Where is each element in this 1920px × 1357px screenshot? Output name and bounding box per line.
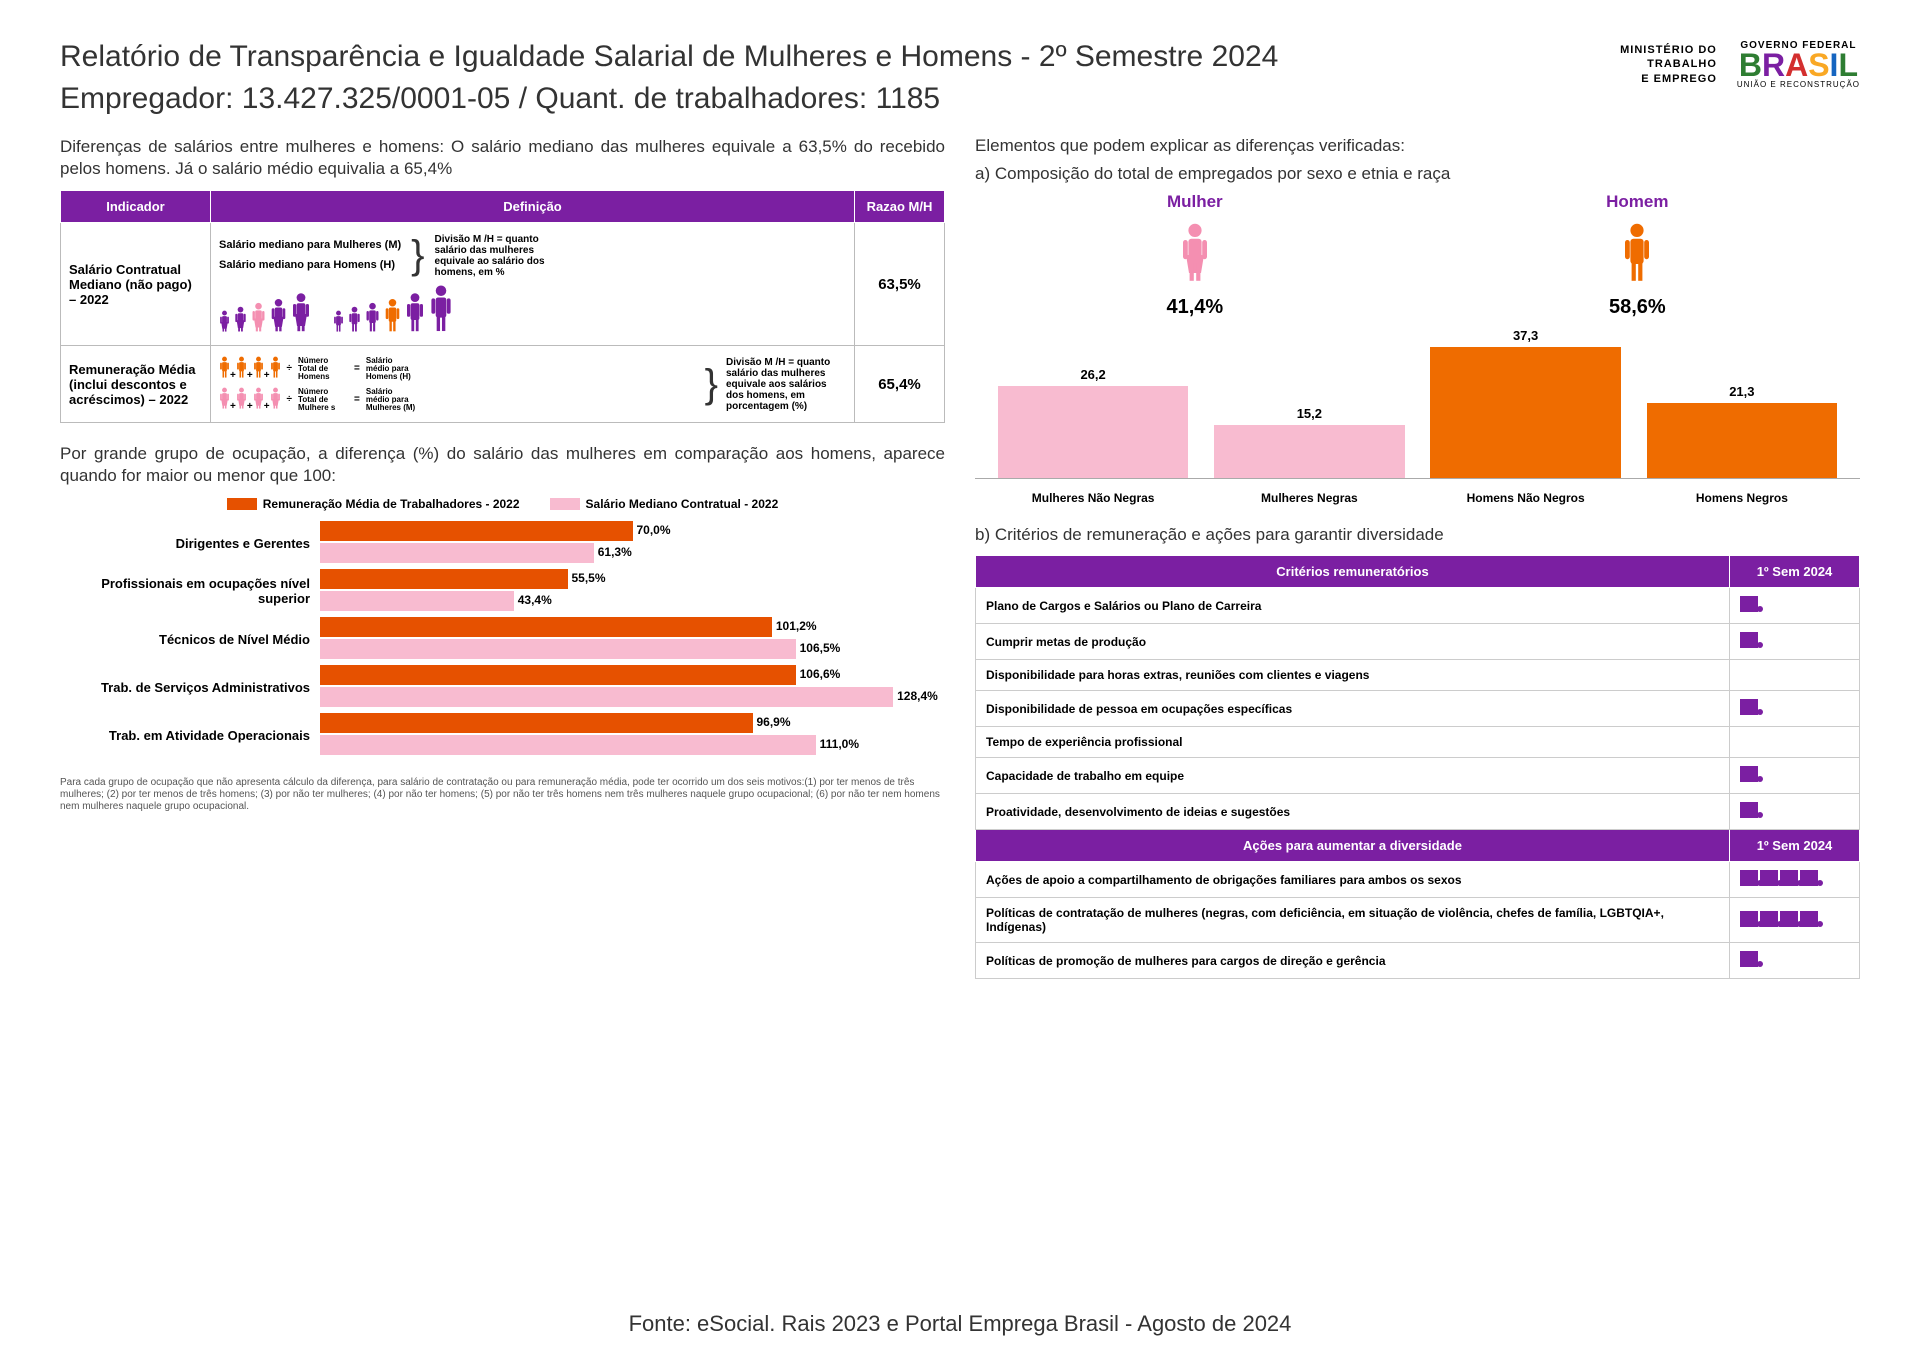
action-row: Políticas de promoção de mulheres para c… (976, 943, 1730, 979)
building-icon (1740, 699, 1758, 715)
building-icon (1740, 766, 1758, 782)
action-row: Ações de apoio a compartilhamento de obr… (976, 862, 1730, 898)
woman-icon (1166, 222, 1223, 290)
occupation-row: Trab. de Serviços Administrativos 106,6%… (60, 665, 945, 709)
people-median-icons (219, 284, 846, 335)
ratio-mean: 65,4% (855, 346, 945, 423)
th-sem: 1º Sem 2024 (1730, 556, 1860, 588)
criteria-row: Cumprir metas de produção (976, 624, 1730, 660)
composition-bar-labels: Mulheres Não NegrasMulheres NegrasHomens… (975, 485, 1860, 505)
th-actions-sem: 1º Sem 2024 (1730, 830, 1860, 862)
report-header: Relatório de Transparência e Igualdade S… (60, 40, 1860, 116)
building-icon (1740, 632, 1758, 648)
salary-diff-intro: Diferenças de salários entre mulheres e … (60, 136, 945, 180)
report-title: Relatório de Transparência e Igualdade S… (60, 40, 1278, 74)
occupation-intro: Por grande grupo de ocupação, a diferenç… (60, 443, 945, 487)
building-icon (1800, 870, 1818, 886)
occupation-row: Trab. em Atividade Operacionais 96,9% 11… (60, 713, 945, 757)
report-subtitle: Empregador: 13.427.325/0001-05 / Quant. … (60, 82, 1278, 116)
criteria-row: Tempo de experiência profissional (976, 727, 1730, 758)
occupation-footnote: Para cada grupo de ocupação que não apre… (60, 777, 945, 813)
building-icon (1740, 911, 1758, 927)
criteria-row: Disponibilidade para horas extras, reuni… (976, 660, 1730, 691)
building-icon (1740, 870, 1758, 886)
building-icon (1780, 870, 1798, 886)
building-icon (1780, 911, 1798, 927)
explain-intro: Elementos que podem explicar as diferenç… (975, 136, 1860, 156)
criteria-table: Critérios remuneratórios 1º Sem 2024 Pla… (975, 555, 1860, 979)
th-criteria: Critérios remuneratórios (976, 556, 1730, 588)
th-definition: Definição (211, 191, 855, 223)
building-icon (1800, 911, 1818, 927)
building-icon (1740, 951, 1758, 967)
definition-median: Salário mediano para Mulheres (M) Salári… (211, 223, 855, 346)
criteria-row: Plano de Cargos e Salários ou Plano de C… (976, 588, 1730, 624)
section-b-title: b) Critérios de remuneração e ações para… (975, 525, 1860, 545)
indicator-median: Salário Contratual Mediano (não pago) – … (61, 223, 211, 346)
building-icon (1740, 802, 1758, 818)
occupation-bar-chart: Dirigentes e Gerentes 70,0% 61,3% Profis… (60, 521, 945, 757)
right-column: Elementos que podem explicar as diferenç… (975, 136, 1860, 979)
composition-bar-chart: 26,2 15,2 37,3 21,3 (975, 329, 1860, 479)
source-footer: Fonte: eSocial. Rais 2023 e Portal Empre… (0, 1311, 1920, 1337)
occupation-row: Profissionais em ocupações nível superio… (60, 569, 945, 613)
building-icon (1760, 911, 1778, 927)
th-ratio: Razao M/H (855, 191, 945, 223)
criteria-row: Proatividade, desenvolvimento de ideias … (976, 794, 1730, 830)
criteria-row: Disponibilidade de pessoa em ocupações e… (976, 691, 1730, 727)
building-icon (1740, 596, 1758, 612)
composition-bar: 37,3 (1430, 328, 1620, 478)
composition-bar: 26,2 (998, 367, 1188, 478)
composition-header: Mulher 41,4% Homem 58,6% (975, 192, 1860, 319)
section-a-title: a) Composição do total de empregados por… (975, 164, 1860, 184)
man-icon (1606, 222, 1668, 290)
indicator-mean: Remuneração Média (inclui descontos e ac… (61, 346, 211, 423)
composition-bar: 21,3 (1647, 384, 1837, 478)
homem-label: Homem (1606, 192, 1668, 212)
building-icon (1760, 870, 1778, 886)
occupation-row: Técnicos de Nível Médio 101,2% 106,5% (60, 617, 945, 661)
left-column: Diferenças de salários entre mulheres e … (60, 136, 945, 979)
action-row: Políticas de contratação de mulheres (ne… (976, 898, 1730, 943)
th-actions: Ações para aumentar a diversidade (976, 830, 1730, 862)
occupation-row: Dirigentes e Gerentes 70,0% 61,3% (60, 521, 945, 565)
composition-bar: 15,2 (1214, 406, 1404, 478)
th-indicator: Indicador (61, 191, 211, 223)
indicator-table: Indicador Definição Razao M/H Salário Co… (60, 190, 945, 423)
ratio-median: 63,5% (855, 223, 945, 346)
ministry-label: MINISTÉRIO DO TRABALHO E EMPREGO (1620, 43, 1717, 86)
homem-pct: 58,6% (1606, 296, 1668, 319)
mulher-pct: 41,4% (1166, 296, 1223, 319)
criteria-row: Capacidade de trabalho em equipe (976, 758, 1730, 794)
definition-mean: + + + ÷ Número Total de Homens = (211, 346, 855, 423)
mulher-label: Mulher (1166, 192, 1223, 212)
occupation-legend: Remuneração Média de Trabalhadores - 202… (60, 497, 945, 511)
brasil-logo: GOVERNO FEDERAL BRASIL UNIÃO E RECONSTRU… (1737, 40, 1860, 89)
